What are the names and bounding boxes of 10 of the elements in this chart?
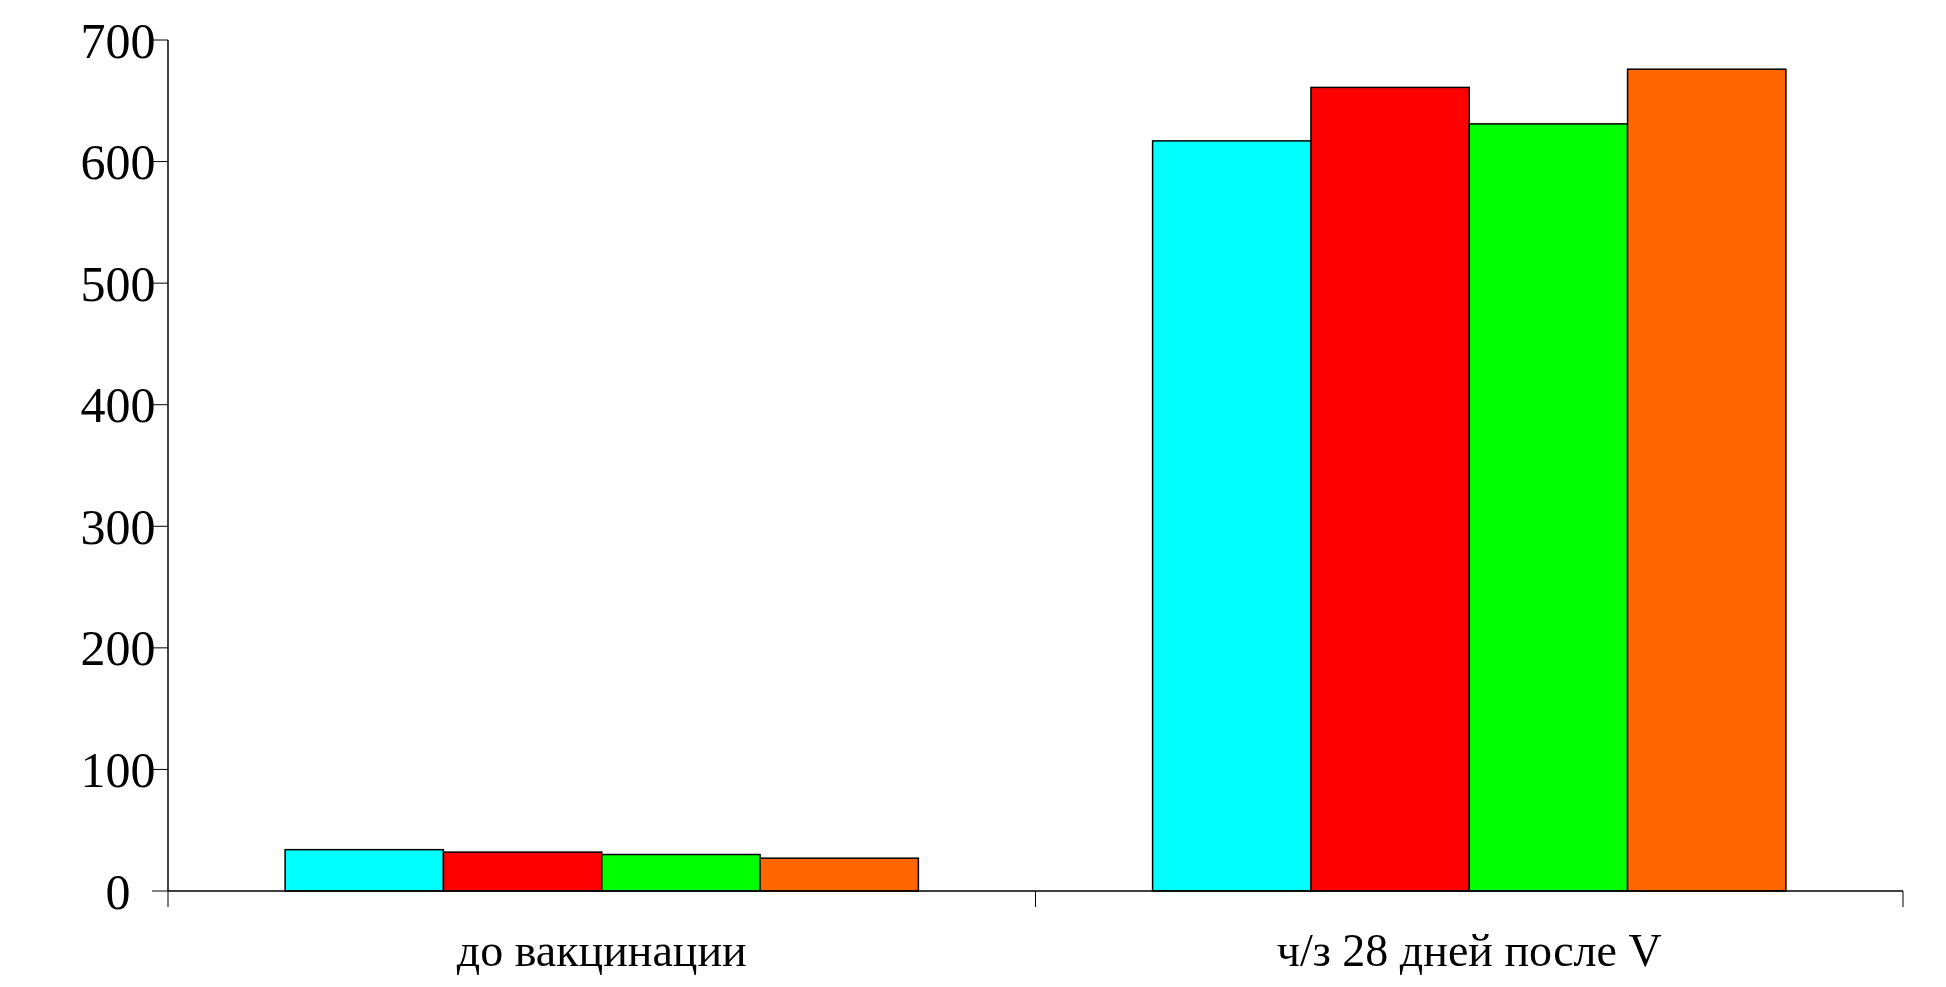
x-tick-label: ч/з 28 дней после V [1276,925,1662,976]
y-tick-label: 200 [80,620,156,677]
x-tick-label: до вакцинации [456,925,747,976]
y-tick-label: 300 [80,498,156,555]
y-tick-label: 500 [80,255,156,312]
y-tick-label: 600 [80,134,156,191]
y-tick-label: 100 [80,741,156,798]
y-tick-label: 700 [80,12,156,69]
y-tick-label: 400 [80,377,156,434]
y-tick-label: 0 [105,863,131,920]
